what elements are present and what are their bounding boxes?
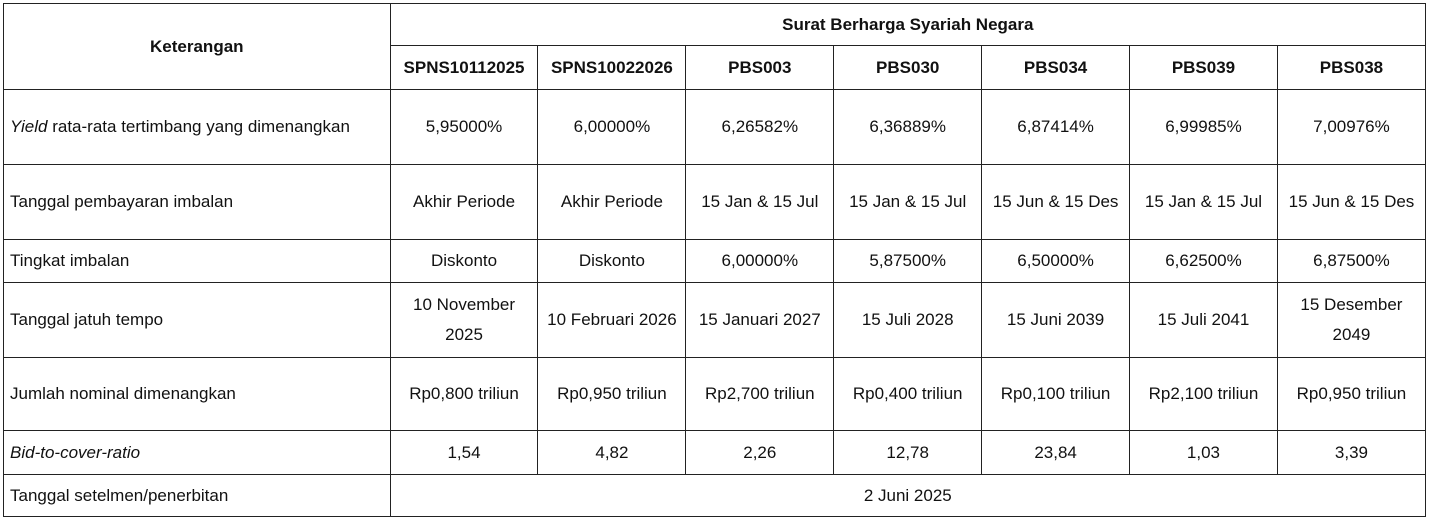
table-cell: Rp0,950 triliun [537, 357, 687, 431]
table-cell: 15 Jan & 15 Jul [1129, 164, 1278, 240]
row-label: Tanggal pembayaran imbalan [3, 164, 391, 240]
header-row-columns: SPNS10112025 SPNS10022026 PBS003 PBS030 … [4, 45, 1427, 90]
row-label: Bid-to-cover-ratio [3, 430, 391, 475]
table-cell: Diskonto [389, 239, 539, 283]
table-cell: 1,03 [1129, 430, 1278, 475]
table-cell: Rp0,800 triliun [389, 357, 539, 431]
label-column-header: Keterangan [3, 3, 391, 90]
table-row: Bid-to-cover-ratio 1,54 4,82 2,26 12,78 … [3, 430, 1427, 475]
table-cell: 15 Juli 2041 [1129, 282, 1278, 358]
table-cell: 1,54 [389, 430, 539, 475]
table-cell: Diskonto [537, 239, 687, 283]
table-cell: Rp2,100 triliun [1129, 357, 1278, 431]
table-row: Tanggal jatuh tempo 10 November 2025 10 … [3, 282, 1427, 358]
settlement-date: 2 Juni 2025 [389, 474, 1427, 517]
column-header: SPNS10022026 [537, 45, 687, 90]
row-label: Tanggal jatuh tempo [3, 282, 391, 358]
table-cell: 6,99985% [1129, 89, 1278, 165]
table-cell: 3,39 [1276, 430, 1427, 475]
table-cell: 6,87500% [1276, 239, 1427, 283]
table-cell: 10 November 2025 [389, 282, 539, 358]
table-cell: 5,95000% [389, 89, 539, 165]
table-cell: 15 Jun & 15 Des [981, 164, 1131, 240]
table-cell: 4,82 [537, 430, 687, 475]
row-label: Jumlah nominal dimenangkan [3, 357, 391, 431]
table-cell: 15 Juni 2039 [981, 282, 1131, 358]
column-header: PBS038 [1276, 45, 1427, 90]
table-cell: 15 Juli 2028 [833, 282, 983, 358]
table-cell: 6,26582% [685, 89, 835, 165]
table-cell: 15 Jan & 15 Jul [685, 164, 835, 240]
table-cell: 15 Jan & 15 Jul [833, 164, 983, 240]
table-cell: 10 Februari 2026 [537, 282, 687, 358]
table-cell: 7,00976% [1276, 89, 1427, 165]
column-header: PBS003 [685, 45, 835, 90]
header-row-group: Keterangan Surat Berharga Syariah Negara [3, 3, 1427, 90]
column-header: PBS030 [833, 45, 983, 90]
table-cell: 6,87414% [981, 89, 1131, 165]
row-label: Tanggal setelmen/penerbitan [3, 474, 391, 517]
table-row: Yield rata-rata tertimbang yang dimenang… [3, 89, 1427, 165]
table-cell: Rp0,400 triliun [833, 357, 983, 431]
table-cell: 6,50000% [981, 239, 1131, 283]
table-cell: 12,78 [833, 430, 983, 475]
table-cell: Akhir Periode [537, 164, 687, 240]
table-cell: 2,26 [685, 430, 835, 475]
table-cell: 6,00000% [685, 239, 835, 283]
table-cell: 5,87500% [833, 239, 983, 283]
table-row: Tingkat imbalan Diskonto Diskonto 6,0000… [3, 239, 1427, 283]
table-cell: Rp0,950 triliun [1276, 357, 1427, 431]
group-header: Surat Berharga Syariah Negara [389, 3, 1427, 46]
table-cell: 23,84 [981, 430, 1131, 475]
column-header: PBS039 [1129, 45, 1278, 90]
table-cell: 6,00000% [537, 89, 687, 165]
row-label-rest: rata-rata tertimbang yang dimenangkan [47, 117, 350, 136]
table-cell: 6,36889% [833, 89, 983, 165]
column-header: PBS034 [981, 45, 1131, 90]
row-label: Yield rata-rata tertimbang yang dimenang… [3, 89, 391, 165]
table-cell: 15 Desember 2049 [1276, 282, 1427, 358]
table-cell: Rp0,100 triliun [981, 357, 1131, 431]
table-cell: 15 Jun & 15 Des [1276, 164, 1427, 240]
auction-results-table: Keterangan Surat Berharga Syariah Negara… [3, 3, 1427, 517]
table-row: Tanggal pembayaran imbalan Akhir Periode… [3, 164, 1427, 240]
row-label: Tingkat imbalan [3, 239, 391, 283]
table-cell: Akhir Periode [389, 164, 539, 240]
table-cell: 6,62500% [1129, 239, 1278, 283]
column-header: SPNS10112025 [389, 45, 539, 90]
table-row: Jumlah nominal dimenangkan Rp0,800 trili… [3, 357, 1427, 431]
table-cell: Rp2,700 triliun [685, 357, 835, 431]
row-label-italic: Yield [10, 117, 48, 136]
table-cell: 15 Januari 2027 [685, 282, 835, 358]
settlement-row: Tanggal setelmen/penerbitan 2 Juni 2025 [3, 474, 1427, 517]
